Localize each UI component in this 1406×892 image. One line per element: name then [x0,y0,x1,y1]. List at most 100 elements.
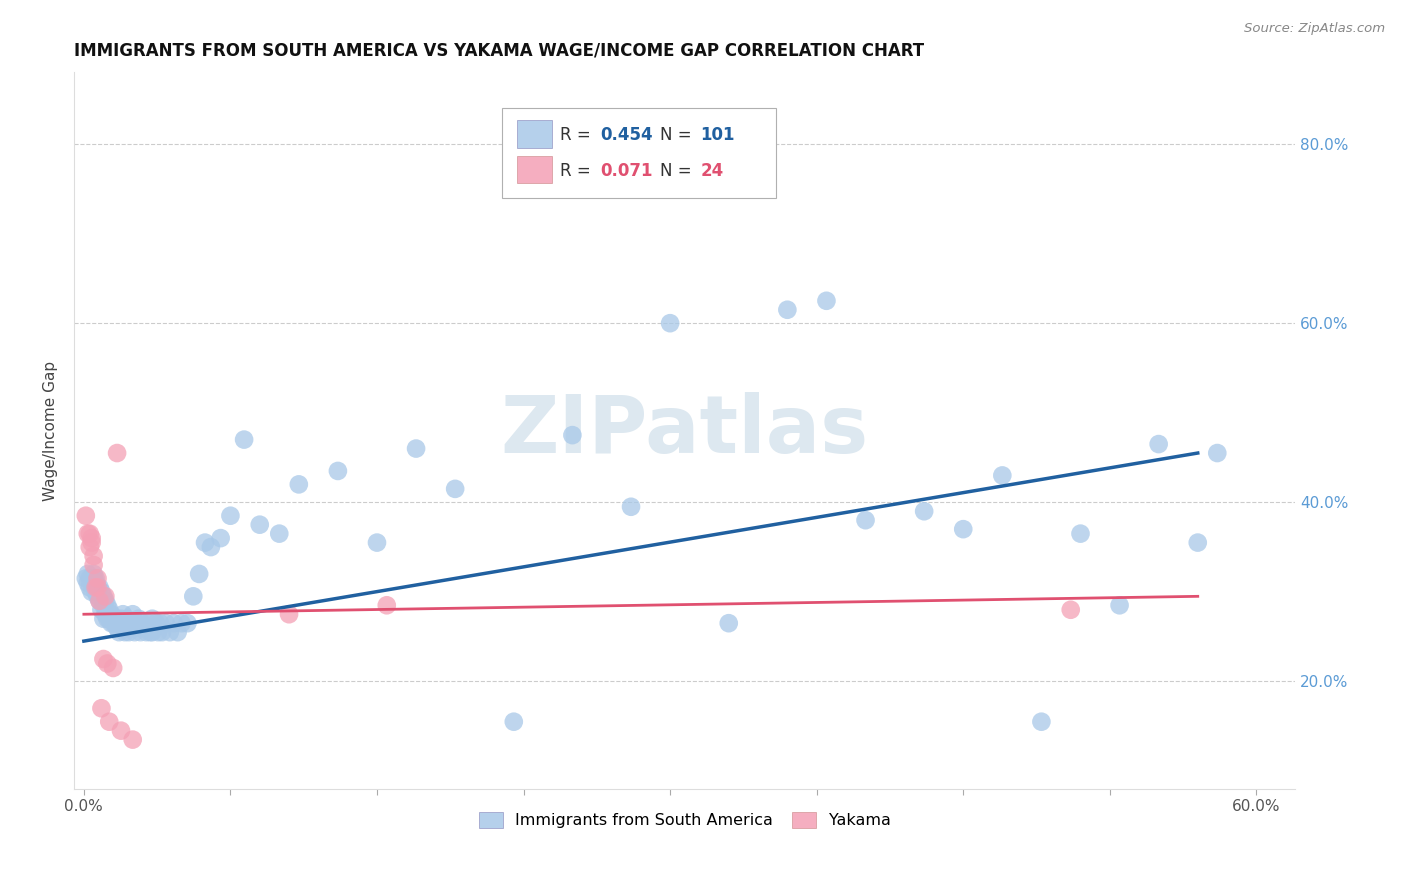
Point [110,616,132,631]
Point [93,590,115,604]
Point [79,540,101,554]
Point [912,504,935,518]
Point [128,621,150,635]
Point [149,616,172,631]
Point [163,616,186,631]
Point [120,621,142,635]
Point [89,594,111,608]
Point [815,293,838,308]
Point [79,580,101,594]
Point [170,616,193,631]
Point [93,599,115,613]
Point [366,535,388,549]
Point [90,603,112,617]
Point [115,616,138,631]
Text: R =: R = [560,126,596,144]
Point [269,526,291,541]
Point [444,482,467,496]
Legend: Immigrants from South America, Yakama: Immigrants from South America, Yakama [472,805,897,835]
Point [90,701,112,715]
Point [200,540,222,554]
Point [76,566,98,581]
Point [150,625,173,640]
Point [98,612,121,626]
Point [110,612,132,626]
Point [326,464,349,478]
Text: R =: R = [560,161,596,179]
Point [79,526,101,541]
Point [776,302,799,317]
Point [659,316,682,330]
Point [86,590,108,604]
Point [96,657,118,671]
Bar [517,156,551,184]
Text: 0.454: 0.454 [600,126,654,144]
Point [1060,603,1083,617]
Point [1108,599,1130,613]
Point [93,612,115,626]
Point [249,517,271,532]
Point [375,599,398,613]
Point [96,599,118,613]
Point [86,580,108,594]
Point [104,616,127,631]
Point [79,571,101,585]
Point [124,625,146,640]
FancyBboxPatch shape [502,108,776,198]
Point [188,566,211,581]
Point [84,571,107,585]
Point [141,625,163,640]
Point [121,732,143,747]
Point [94,590,117,604]
Point [83,575,105,590]
Point [111,607,134,622]
Point [84,585,107,599]
Point [620,500,643,514]
Point [139,625,162,640]
Point [76,526,98,541]
Text: 101: 101 [700,126,735,144]
Point [952,522,974,536]
Point [209,531,232,545]
Point [288,477,311,491]
Point [89,594,111,608]
Point [101,612,124,626]
Point [855,513,877,527]
Point [405,442,427,456]
Point [717,616,740,631]
Point [121,607,143,622]
Point [98,603,121,617]
Point [233,433,256,447]
Bar [517,120,551,148]
Point [128,612,150,626]
Point [101,661,124,675]
Point [502,714,524,729]
Point [194,535,217,549]
Point [83,558,105,572]
Point [83,571,105,585]
Point [84,580,107,594]
Point [129,625,152,640]
Point [991,468,1014,483]
Text: N =: N = [661,161,697,179]
Text: N =: N = [661,126,697,144]
Y-axis label: Wage/Income Gap: Wage/Income Gap [44,360,58,500]
Point [181,590,204,604]
Point [76,575,98,590]
Point [110,723,132,738]
Point [93,652,115,666]
Point [115,612,138,626]
Point [105,612,128,626]
Point [80,535,103,549]
Point [121,616,143,631]
Point [141,612,163,626]
Point [83,549,105,563]
Point [86,571,108,585]
Text: Source: ZipAtlas.com: Source: ZipAtlas.com [1244,22,1385,36]
Text: 0.071: 0.071 [600,161,652,179]
Point [80,571,103,585]
Point [100,607,122,622]
Point [131,616,153,631]
Point [111,621,134,635]
Point [176,616,198,631]
